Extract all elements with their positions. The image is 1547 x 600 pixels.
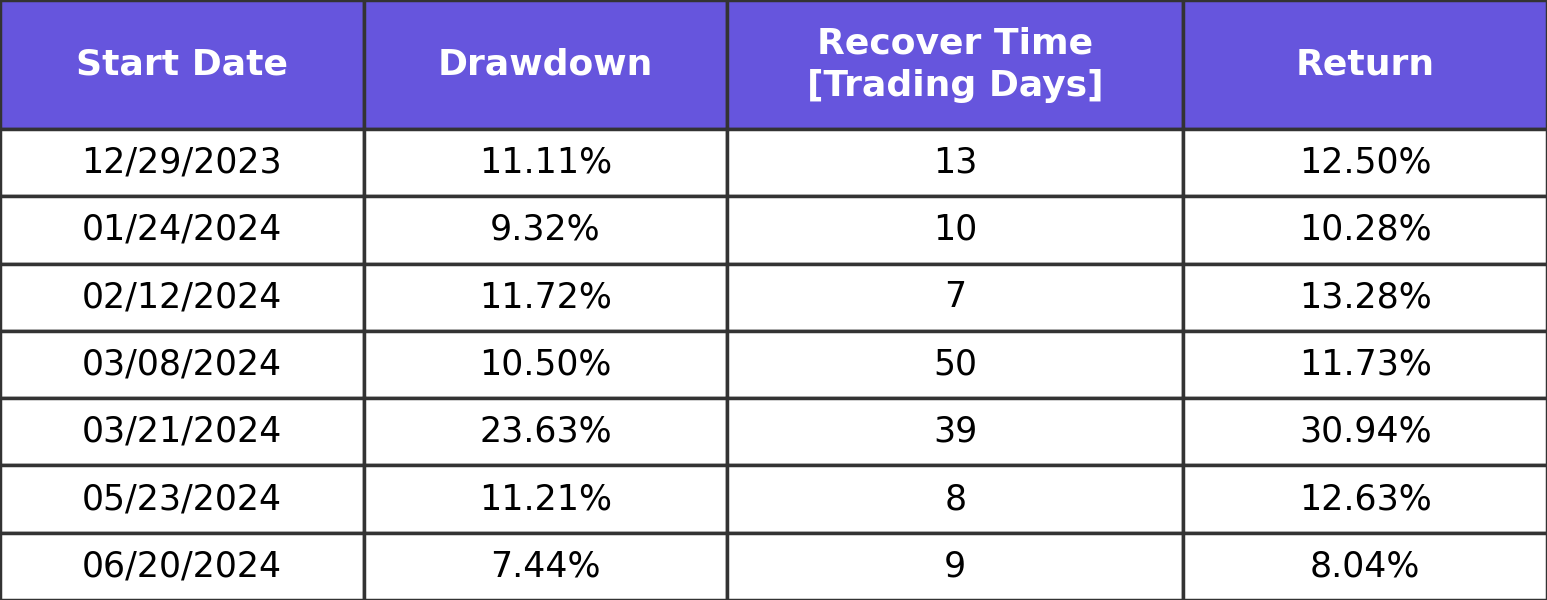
FancyBboxPatch shape — [0, 331, 364, 398]
FancyBboxPatch shape — [364, 331, 727, 398]
FancyBboxPatch shape — [0, 196, 364, 263]
Text: 02/12/2024: 02/12/2024 — [82, 280, 282, 314]
FancyBboxPatch shape — [1183, 0, 1547, 129]
Text: 03/21/2024: 03/21/2024 — [82, 415, 282, 449]
Text: 11.72%: 11.72% — [480, 280, 611, 314]
Text: 30.94%: 30.94% — [1299, 415, 1431, 449]
Text: 11.73%: 11.73% — [1299, 347, 1431, 382]
Text: Return: Return — [1296, 47, 1434, 82]
FancyBboxPatch shape — [364, 533, 727, 600]
Text: 10: 10 — [933, 213, 978, 247]
Text: 11.11%: 11.11% — [478, 146, 613, 179]
FancyBboxPatch shape — [0, 533, 364, 600]
FancyBboxPatch shape — [1183, 263, 1547, 331]
FancyBboxPatch shape — [364, 196, 727, 263]
FancyBboxPatch shape — [364, 466, 727, 533]
Text: 05/23/2024: 05/23/2024 — [82, 482, 282, 516]
Text: 06/20/2024: 06/20/2024 — [82, 550, 282, 583]
FancyBboxPatch shape — [1183, 466, 1547, 533]
Text: Recover Time
[Trading Days]: Recover Time [Trading Days] — [808, 26, 1103, 103]
FancyBboxPatch shape — [1183, 129, 1547, 196]
FancyBboxPatch shape — [727, 331, 1183, 398]
Text: 10.28%: 10.28% — [1299, 213, 1431, 247]
FancyBboxPatch shape — [727, 263, 1183, 331]
Text: 39: 39 — [933, 415, 978, 449]
FancyBboxPatch shape — [727, 466, 1183, 533]
FancyBboxPatch shape — [0, 0, 364, 129]
FancyBboxPatch shape — [364, 129, 727, 196]
Text: 13: 13 — [933, 146, 978, 179]
Text: 7.44%: 7.44% — [490, 550, 600, 583]
FancyBboxPatch shape — [727, 0, 1183, 129]
Text: 9: 9 — [944, 550, 967, 583]
Text: 12.63%: 12.63% — [1299, 482, 1431, 516]
FancyBboxPatch shape — [1183, 533, 1547, 600]
FancyBboxPatch shape — [364, 398, 727, 466]
Text: Start Date: Start Date — [76, 47, 288, 82]
Text: Drawdown: Drawdown — [438, 47, 653, 82]
Text: 12.50%: 12.50% — [1299, 146, 1431, 179]
Text: 01/24/2024: 01/24/2024 — [82, 213, 282, 247]
FancyBboxPatch shape — [0, 466, 364, 533]
Text: 10.50%: 10.50% — [480, 347, 611, 382]
FancyBboxPatch shape — [727, 196, 1183, 263]
Text: 03/08/2024: 03/08/2024 — [82, 347, 282, 382]
FancyBboxPatch shape — [1183, 331, 1547, 398]
Text: 50: 50 — [933, 347, 978, 382]
FancyBboxPatch shape — [727, 129, 1183, 196]
FancyBboxPatch shape — [364, 263, 727, 331]
FancyBboxPatch shape — [0, 263, 364, 331]
Text: 23.63%: 23.63% — [480, 415, 611, 449]
FancyBboxPatch shape — [364, 0, 727, 129]
Text: 9.32%: 9.32% — [490, 213, 600, 247]
FancyBboxPatch shape — [0, 129, 364, 196]
FancyBboxPatch shape — [1183, 196, 1547, 263]
FancyBboxPatch shape — [727, 398, 1183, 466]
FancyBboxPatch shape — [0, 398, 364, 466]
Text: 11.21%: 11.21% — [480, 482, 611, 516]
Text: 8: 8 — [944, 482, 967, 516]
Text: 7: 7 — [944, 280, 967, 314]
Text: 13.28%: 13.28% — [1299, 280, 1431, 314]
FancyBboxPatch shape — [1183, 398, 1547, 466]
Text: 8.04%: 8.04% — [1310, 550, 1420, 583]
Text: 12/29/2023: 12/29/2023 — [82, 146, 282, 179]
FancyBboxPatch shape — [727, 533, 1183, 600]
